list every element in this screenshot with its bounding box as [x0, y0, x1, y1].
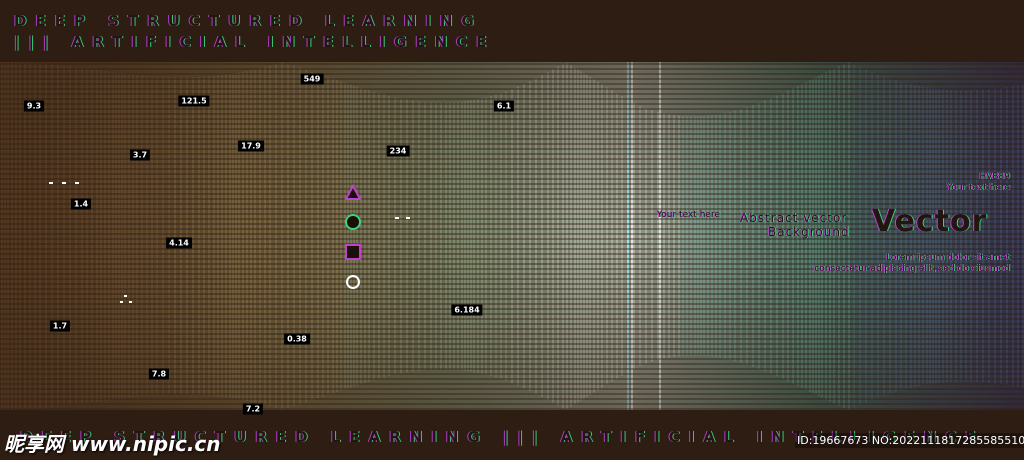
number-label: 549 — [300, 73, 324, 85]
body-text: consectetur adipiscing elit, sed do eius… — [814, 264, 1010, 274]
number-label: 6.1 — [493, 100, 515, 112]
ring-icon — [346, 275, 360, 289]
dots — [49, 182, 410, 303]
header-line: ||| ARTIFICIAL INTELLIGENCE — [14, 33, 496, 51]
subtitle: Abstract vector — [740, 211, 848, 225]
number-label: 7.8 — [148, 368, 170, 380]
number-label: 4.14 — [166, 237, 192, 249]
number-label: 234 — [386, 145, 410, 157]
footer-text: DEEP STRUCTURED LEARNING ||| ARTIFICIAL … — [20, 428, 985, 446]
tag-text: Your text here — [657, 210, 720, 220]
number-label: 6.184 — [451, 304, 483, 316]
watermark-site: 昵享网 www.nipic.cn — [4, 432, 221, 456]
title: Vector — [872, 204, 988, 239]
circle-icon — [345, 214, 361, 230]
number-label: 1.4 — [70, 198, 92, 210]
number-label: 3.7 — [129, 149, 151, 161]
header-line: DEEP STRUCTURED LEARNING — [14, 12, 483, 30]
body-text: Lorem ipsum dolor sit amet — [886, 253, 1010, 263]
square-icon — [345, 244, 361, 260]
number-label: 1.7 — [49, 320, 71, 332]
watermark-id: ID:19667673 NO:20221118172855855108 — [795, 433, 1024, 448]
number-label: 17.9 — [238, 140, 264, 152]
number-label: 0.38 — [284, 333, 310, 345]
number-label: 7.2 — [242, 403, 264, 415]
code-text: HVB89 — [979, 172, 1010, 182]
number-label: 9.3 — [23, 100, 45, 112]
tag-text: Your text here — [947, 183, 1010, 193]
vignette — [0, 62, 1024, 410]
triangle-icon — [344, 183, 362, 200]
subtitle: Background — [768, 225, 850, 239]
number-label: 121.5 — [178, 95, 210, 107]
